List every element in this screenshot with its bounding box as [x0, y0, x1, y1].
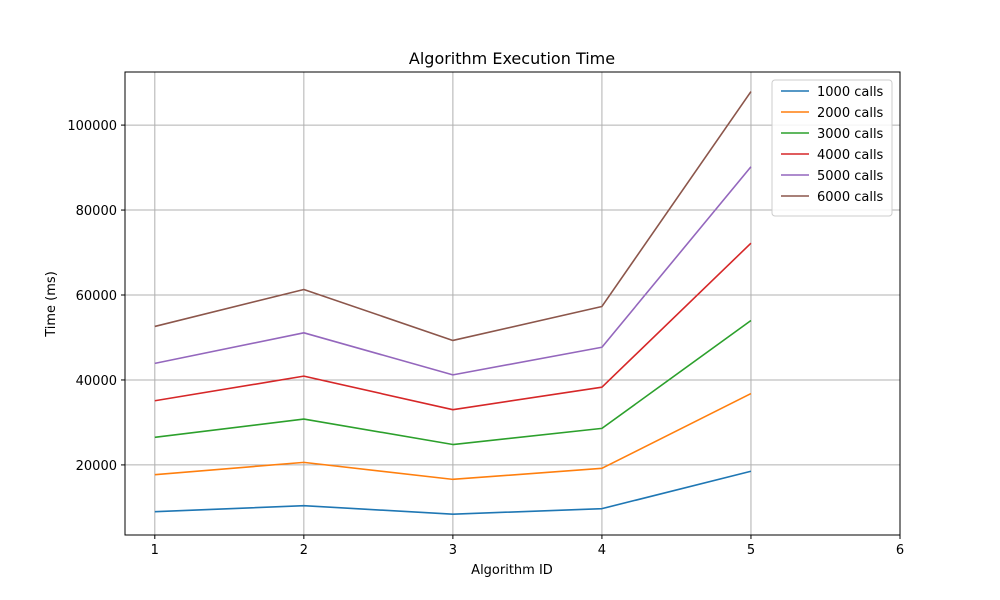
plot-area: [124, 71, 901, 536]
series-line-2: [154, 392, 752, 481]
x-tick-label: 3: [449, 543, 457, 558]
y-tick-label: 100000: [67, 119, 117, 134]
series-line-6: [154, 91, 752, 342]
y-tick-label: 60000: [76, 289, 117, 304]
legend-box: [771, 79, 893, 217]
legend-label: 3000 calls: [817, 127, 884, 142]
legend-label: 4000 calls: [817, 148, 884, 163]
chart-title: Algorithm Execution Time: [409, 49, 615, 68]
series-line-4: [154, 242, 752, 411]
x-tick-label: 6: [896, 543, 904, 558]
x-tick-label: 5: [747, 543, 755, 558]
legend-item: 5000 calls: [781, 169, 884, 184]
legend-item: 4000 calls: [781, 148, 884, 163]
legend-label: 5000 calls: [817, 169, 884, 184]
y-axis-title: Time (ms): [44, 271, 59, 338]
series-line-5: [154, 166, 752, 376]
legend-item: 6000 calls: [781, 190, 884, 205]
legend-item: 3000 calls: [781, 127, 884, 142]
legend-label: 2000 calls: [817, 106, 884, 121]
series-lines: [154, 91, 752, 515]
series-line-1: [154, 470, 752, 515]
y-tick-label: 40000: [76, 374, 117, 389]
x-tick-label: 1: [151, 543, 159, 558]
x-axis-title: Algorithm ID: [471, 563, 553, 578]
legend-label: 1000 calls: [817, 85, 884, 100]
y-tick-label: 80000: [76, 204, 117, 219]
x-tick-label: 2: [300, 543, 308, 558]
y-axis-ticks: 20000 40000 60000 80000 100000: [67, 119, 125, 474]
legend-item: 1000 calls: [781, 85, 884, 100]
x-tick-label: 4: [598, 543, 606, 558]
legend: 1000 calls 2000 calls 3000 calls 4000 calls…: [771, 79, 893, 217]
legend-label: 6000 calls: [817, 190, 884, 205]
series-line-3: [154, 319, 752, 446]
y-tick-label: 20000: [76, 459, 117, 474]
legend-item: 2000 calls: [781, 106, 884, 121]
x-axis-ticks: 1 2 3 4 5 6: [151, 535, 904, 558]
